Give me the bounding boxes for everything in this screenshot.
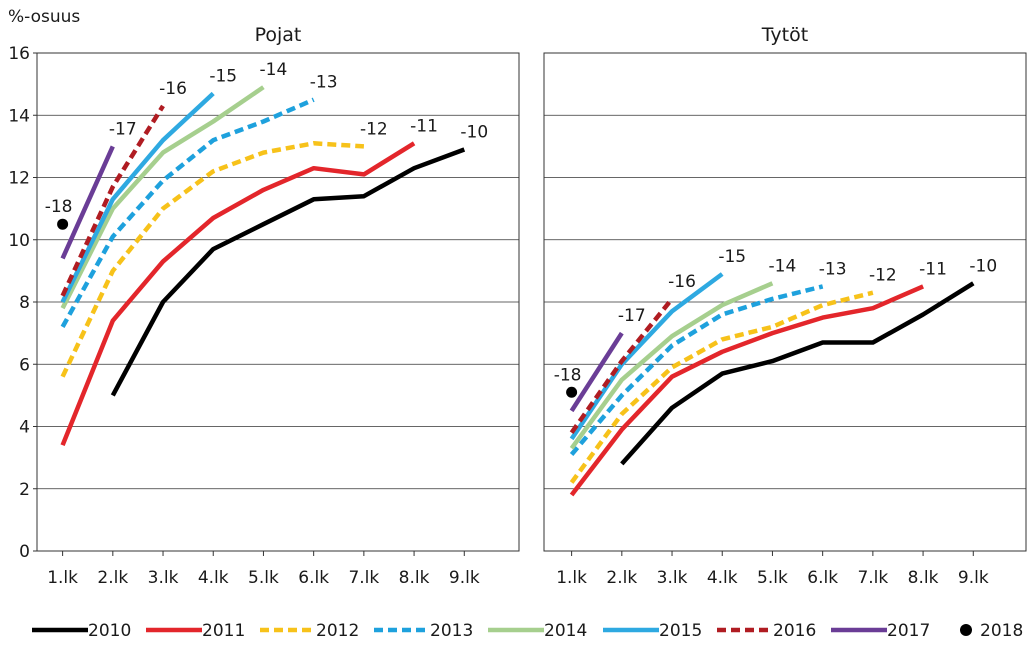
series-line	[569, 331, 624, 413]
y-tick-label: 14	[8, 106, 30, 126]
series-label: -11	[919, 259, 947, 279]
y-axis-label: %-osuus	[8, 7, 80, 27]
y-tick-label: 6	[19, 355, 30, 375]
series-line	[569, 281, 774, 450]
legend-label: 2012	[316, 621, 359, 641]
series-label: -11	[410, 116, 438, 136]
series-line	[60, 104, 165, 297]
series-line	[569, 272, 724, 441]
data-point	[57, 218, 69, 230]
series-line	[569, 284, 924, 497]
x-tick-label: 9.lk	[449, 568, 480, 588]
series-line	[60, 141, 365, 378]
series-label: -18	[554, 365, 582, 385]
x-tick-label: 2.lk	[97, 568, 128, 588]
series-label: -15	[718, 247, 746, 267]
series-line	[569, 297, 674, 434]
x-tick-label: 7.lk	[348, 568, 379, 588]
x-tick-label: 8.lk	[399, 568, 430, 588]
series-line	[60, 97, 315, 328]
y-tick-label: 16	[8, 44, 30, 64]
series-line	[60, 141, 416, 447]
y-tick-label: 12	[8, 169, 30, 189]
series-line	[620, 281, 975, 466]
legend-label: 2010	[88, 621, 131, 641]
legend-label: 2016	[773, 621, 816, 641]
y-tick-label: 4	[19, 418, 30, 438]
series-label: -13	[310, 73, 338, 93]
x-tick-label: 6.lk	[807, 568, 838, 588]
panel-title: Tytöt	[761, 24, 808, 46]
x-tick-label: 2.lk	[606, 568, 637, 588]
y-tick-label: 8	[19, 293, 30, 313]
x-tick-label: 3.lk	[657, 568, 688, 588]
legend-label: 2013	[430, 621, 473, 641]
plot-frame	[543, 52, 1027, 552]
legend-label: 2011	[202, 621, 245, 641]
series-line	[569, 284, 824, 456]
series-label: -16	[668, 272, 696, 292]
x-tick-label: 6.lk	[298, 568, 329, 588]
y-tick-label: 0	[19, 542, 30, 562]
series-label: -14	[260, 60, 288, 80]
x-tick-label: 5.lk	[757, 568, 788, 588]
series-label: -12	[360, 119, 388, 139]
series-label: -10	[969, 256, 997, 276]
y-tick-label: 10	[8, 231, 30, 251]
series-label: -14	[769, 256, 797, 276]
series-line	[60, 85, 265, 310]
legend-label: 2014	[544, 621, 587, 641]
legend-label: 2018	[980, 621, 1023, 641]
series-label: -16	[159, 79, 187, 99]
x-tick-label: 3.lk	[148, 568, 179, 588]
series-label: -12	[869, 266, 897, 286]
x-tick-label: 4.lk	[707, 568, 738, 588]
legend-label: 2017	[887, 621, 930, 641]
x-tick-label: 8.lk	[908, 568, 939, 588]
series-line	[110, 147, 466, 397]
series-label: -15	[209, 66, 237, 86]
x-tick-label: 5.lk	[248, 568, 279, 588]
legend-dot	[960, 624, 972, 636]
series-line	[60, 145, 115, 260]
series-label: -17	[109, 119, 137, 139]
series-line	[569, 290, 874, 484]
panel-title: Pojat	[255, 24, 302, 46]
series-label: -10	[460, 122, 488, 142]
y-tick-label: 2	[19, 480, 30, 500]
series-label: -18	[45, 197, 73, 217]
x-tick-label: 9.lk	[958, 568, 989, 588]
x-tick-label: 4.lk	[198, 568, 229, 588]
series-label: -13	[819, 259, 847, 279]
legend-label: 2015	[659, 621, 702, 641]
series-line	[60, 91, 215, 303]
x-tick-label: 1.lk	[556, 568, 587, 588]
x-tick-label: 1.lk	[47, 568, 78, 588]
data-point	[566, 386, 578, 398]
series-label: -17	[618, 306, 646, 326]
x-tick-label: 7.lk	[857, 568, 888, 588]
